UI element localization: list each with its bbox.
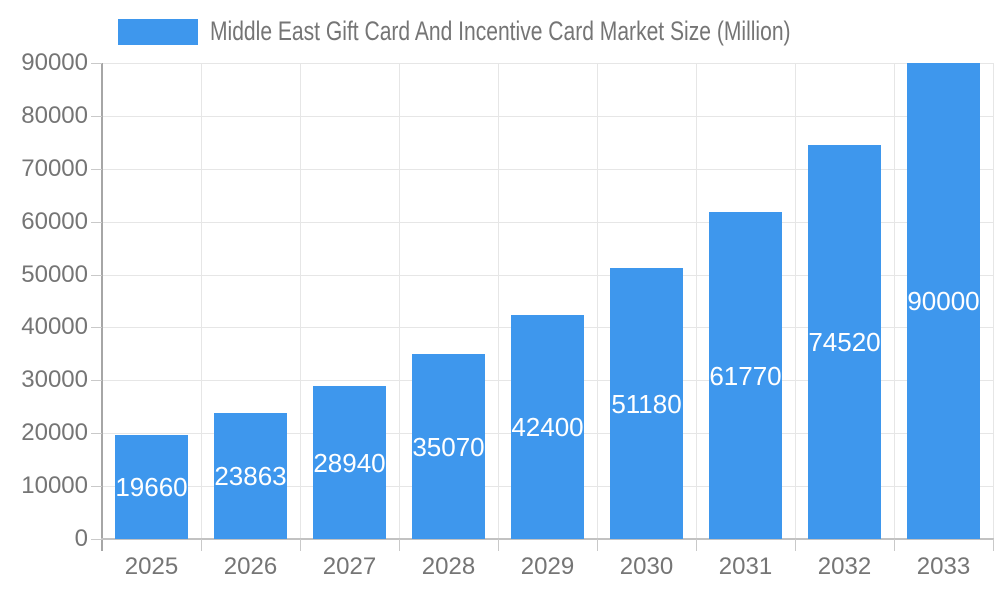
bar-value-label-2026: 23863 [214, 461, 287, 491]
y-tick-label: 30000 [21, 366, 88, 393]
bar-2026[interactable] [214, 413, 287, 539]
bar-value-label-2033: 90000 [907, 286, 980, 316]
v-gridline [795, 63, 796, 539]
v-gridline [894, 63, 895, 539]
bar-value-label-2029: 42400 [511, 412, 584, 442]
h-gridline [102, 116, 993, 117]
y-axis-tick [91, 433, 102, 434]
y-tick-label: 0 [74, 525, 88, 552]
h-gridline [102, 63, 993, 64]
y-axis-tick [91, 380, 102, 381]
y-tick-label: 40000 [21, 313, 88, 340]
y-axis-tick [91, 169, 102, 170]
y-axis-tick [91, 116, 102, 117]
bar-value-label-2032: 74520 [808, 327, 881, 357]
x-axis-tick [597, 539, 598, 551]
chart-legend: Middle East Gift Card And Incentive Card… [0, 0, 1000, 56]
bar-value-label-2027: 28940 [313, 448, 386, 478]
v-gridline [300, 63, 301, 539]
y-tick-label: 70000 [21, 155, 88, 182]
x-tick-label-2030: 2030 [619, 553, 674, 580]
bar-value-label-2025: 19660 [115, 472, 188, 502]
bar-2030[interactable] [610, 268, 683, 539]
y-axis-tick [91, 63, 102, 64]
x-axis-tick [498, 539, 499, 551]
y-tick-label: 50000 [21, 261, 88, 288]
x-tick-label-2032: 2032 [817, 553, 872, 580]
bar-value-label-2031: 61770 [709, 361, 782, 391]
x-tick-label-2031: 2031 [718, 553, 773, 580]
x-axis-tick [696, 539, 697, 551]
bar-2029[interactable] [511, 315, 584, 539]
y-axis-tick [91, 539, 102, 540]
x-tick-label-2033: 2033 [916, 553, 971, 580]
y-tick-label: 80000 [21, 102, 88, 129]
x-axis-tick [201, 539, 202, 551]
x-tick-label-2027: 2027 [322, 553, 377, 580]
v-gridline [597, 63, 598, 539]
v-gridline [399, 63, 400, 539]
bar-value-label-2030: 51180 [611, 389, 682, 419]
bar-2028[interactable] [412, 354, 485, 539]
v-gridline [696, 63, 697, 539]
y-axis-line [101, 63, 103, 551]
x-tick-label-2025: 2025 [124, 553, 179, 580]
x-axis-tick [399, 539, 400, 551]
x-tick-label-2026: 2026 [223, 553, 278, 580]
x-axis-tick [993, 539, 994, 551]
bar-2032[interactable] [808, 145, 881, 539]
bar-2031[interactable] [709, 212, 782, 539]
v-gridline [993, 63, 994, 539]
y-axis-tick [91, 222, 102, 223]
x-axis-tick [894, 539, 895, 551]
x-tick-label-2029: 2029 [520, 553, 575, 580]
bar-value-label-2028: 35070 [412, 432, 485, 462]
v-gridline [498, 63, 499, 539]
bar-2025[interactable] [115, 435, 188, 539]
chart-title: Middle East Gift Card And Incentive Card… [210, 16, 791, 46]
bar-2027[interactable] [313, 386, 386, 539]
y-axis-tick [91, 486, 102, 487]
y-tick-label: 20000 [21, 419, 88, 446]
x-axis-tick [795, 539, 796, 551]
x-axis-tick [300, 539, 301, 551]
y-tick-label: 10000 [21, 472, 88, 499]
bar-2033[interactable] [907, 63, 980, 539]
legend-swatch[interactable] [118, 19, 198, 45]
y-tick-label: 90000 [21, 49, 88, 76]
y-axis-tick [91, 327, 102, 328]
y-tick-label: 60000 [21, 208, 88, 235]
y-axis-tick [91, 275, 102, 276]
v-gridline [201, 63, 202, 539]
x-tick-label-2028: 2028 [421, 553, 476, 580]
